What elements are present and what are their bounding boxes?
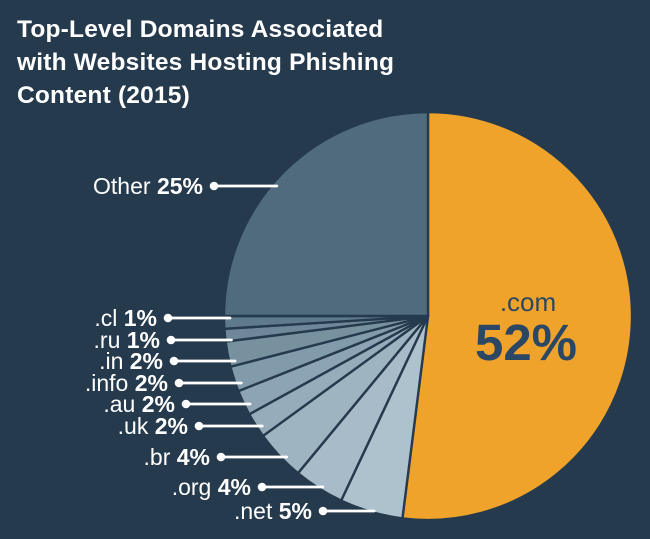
slice-callout-label-Other: Other 25%: [93, 173, 203, 199]
leader-dot-uk: [194, 421, 204, 431]
leader-dot-au: [181, 399, 191, 409]
leader-dot-info: [174, 378, 184, 388]
title-line-3: Content (2015): [17, 82, 190, 109]
pie-slice-Other: [222, 110, 430, 318]
leader-dot-ru: [166, 335, 176, 345]
title-line-2: with Websites Hosting Phishing: [17, 49, 395, 76]
leader-dot-net: [318, 506, 328, 516]
slice-callout-label-au: .au 2%: [103, 391, 175, 417]
com-slice-value-label: 52%: [475, 314, 577, 371]
page-title: Top-Level Domains Associated with Websit…: [17, 13, 394, 112]
leader-dot-br: [216, 452, 226, 462]
com-slice-name-label: .com: [500, 287, 556, 317]
slice-callout-label-org: .org 4%: [172, 474, 251, 500]
title-line-1: Top-Level Domains Associated: [17, 16, 384, 43]
slice-callout-label-uk: .uk 2%: [118, 413, 188, 439]
leader-dot-cl: [163, 313, 173, 323]
slice-callout-label-net: .net 5%: [234, 498, 312, 524]
leader-dot-in: [169, 356, 179, 366]
leader-dot-org: [257, 482, 267, 492]
slice-callout-label-br: .br 4%: [144, 444, 210, 470]
slice-callout-label-ru: .ru 1%: [94, 327, 160, 353]
slice-callout-label-in: .in 2%: [99, 348, 163, 374]
slice-callout-label-cl: .cl 1%: [94, 305, 157, 331]
leader-dot-Other: [209, 181, 219, 191]
pie-slice-com: [401, 110, 634, 522]
slice-callout-label-info: .info 2%: [85, 370, 168, 396]
